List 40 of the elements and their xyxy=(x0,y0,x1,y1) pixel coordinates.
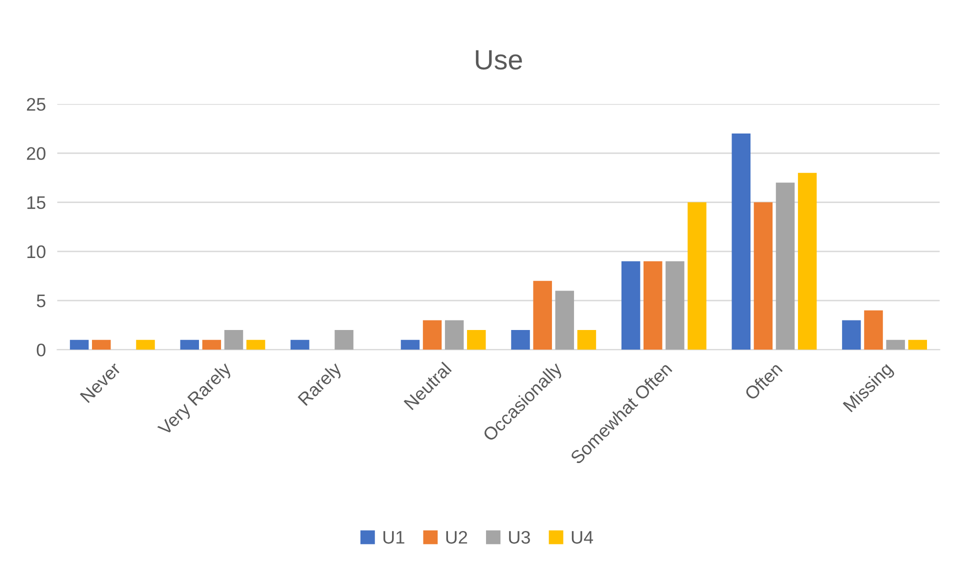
bar xyxy=(467,330,486,350)
y-tick-label: 25 xyxy=(26,98,46,111)
bar xyxy=(864,310,883,350)
legend-label: U3 xyxy=(509,530,530,544)
bar xyxy=(754,202,773,350)
y-tick-label: 5 xyxy=(36,294,46,308)
bar xyxy=(70,340,89,350)
bar xyxy=(842,320,861,350)
bar xyxy=(246,340,266,350)
bar xyxy=(555,290,574,350)
bar xyxy=(92,340,111,350)
bar xyxy=(422,320,442,350)
bar xyxy=(180,340,199,350)
bar xyxy=(290,340,310,350)
bar xyxy=(798,172,817,350)
bar xyxy=(644,261,662,350)
bar xyxy=(444,320,464,350)
y-tick-label: 10 xyxy=(27,245,46,258)
bar xyxy=(224,330,244,350)
legend-label: U2 xyxy=(446,530,468,544)
y-tick-label: 20 xyxy=(26,147,46,160)
legend-label: U1 xyxy=(383,531,404,544)
chart-title: Use xyxy=(476,50,522,70)
bar xyxy=(621,261,640,350)
bar xyxy=(908,340,928,350)
bar xyxy=(136,340,155,350)
bar xyxy=(776,182,795,350)
y-tick-label: 15 xyxy=(27,196,46,210)
bar xyxy=(511,330,530,350)
legend-label: U4 xyxy=(572,531,594,544)
bar xyxy=(688,202,706,350)
bar xyxy=(666,261,684,350)
bar xyxy=(400,340,420,350)
bar xyxy=(577,330,596,350)
bar xyxy=(334,330,354,350)
bar xyxy=(202,340,222,350)
bar xyxy=(732,134,751,350)
bar xyxy=(886,340,905,350)
bar xyxy=(533,280,552,350)
y-tick-label: 0 xyxy=(36,344,46,356)
